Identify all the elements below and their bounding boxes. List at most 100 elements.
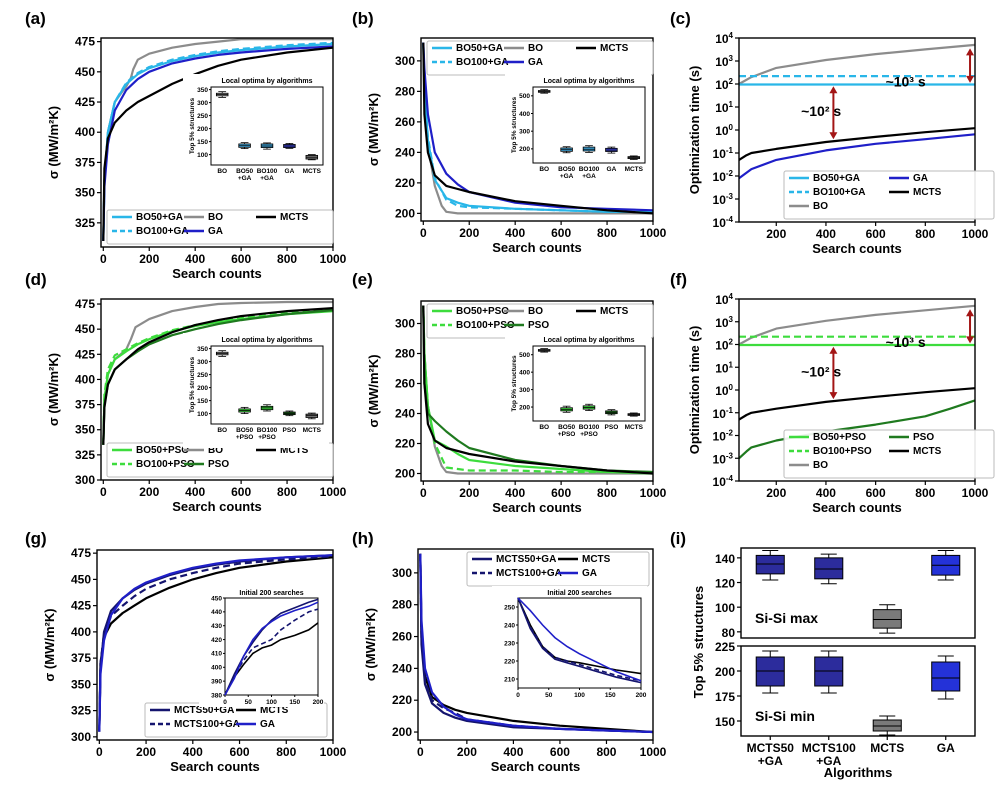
subpanel: 150 175 200 225 Si-Si min bbox=[715, 640, 976, 737]
x-category-label: +GA bbox=[758, 754, 783, 768]
annotation-arrow bbox=[966, 48, 975, 83]
legend-label: MCTS bbox=[600, 306, 629, 317]
series-line bbox=[102, 309, 334, 445]
legend: BO50+PSO BO MCTS BO100+PSO PSO bbox=[106, 442, 334, 478]
panel-label: (a) bbox=[25, 9, 46, 28]
inset-tick-label: 350 bbox=[197, 87, 208, 94]
inset-backdrop bbox=[183, 74, 329, 189]
panel-e: 0 200 400 600 800 1000 200 220 240 260 280 300 Searc… bbox=[366, 300, 667, 515]
legend-label: MCTS50+GA bbox=[174, 705, 234, 716]
y-tick-label: 300 bbox=[75, 473, 95, 487]
inset-tick-label: 200 bbox=[519, 146, 530, 153]
inset-box bbox=[582, 403, 596, 411]
x-tick-label: 800 bbox=[277, 485, 297, 499]
y-axis-label: σ (MW/m²K) bbox=[46, 353, 61, 426]
y-tick-label: 102 bbox=[715, 77, 733, 92]
inset-tick-label: 200 bbox=[197, 385, 208, 392]
x-category-label: +GA bbox=[816, 754, 841, 768]
y-tick-label: 280 bbox=[395, 84, 415, 98]
inset-tick-label: 450 bbox=[211, 595, 222, 602]
x-tick-label: 800 bbox=[277, 252, 297, 266]
annotation-label: ~10² s bbox=[801, 363, 841, 379]
legend: MCTS50+GA MCTS MCTS100+GA GA bbox=[144, 702, 328, 738]
y-tick-label: 220 bbox=[395, 437, 415, 451]
panel-label: (g) bbox=[25, 529, 47, 548]
legend-label: MCTS bbox=[280, 445, 309, 456]
series-line bbox=[419, 553, 654, 734]
legend-label: GA bbox=[528, 57, 543, 68]
x-category-label: MCTS100 bbox=[802, 741, 856, 755]
panel-label: (h) bbox=[352, 529, 374, 548]
arrow-head bbox=[966, 48, 975, 56]
y-tick-label: 260 bbox=[395, 115, 415, 129]
x-tick-label: 600 bbox=[231, 252, 251, 266]
panel-label: (e) bbox=[352, 270, 373, 289]
panel-label: (i) bbox=[670, 529, 686, 548]
y-tick-label: 10-1 bbox=[713, 146, 734, 161]
inset-tick-label: 150 bbox=[289, 699, 300, 706]
x-category-label: GA bbox=[937, 741, 955, 755]
legend-label: MCTS100+GA bbox=[174, 719, 240, 730]
inset-category-label: BO100 bbox=[257, 427, 278, 434]
panel-label: (c) bbox=[670, 9, 691, 28]
y-tick-label: 240 bbox=[395, 145, 415, 159]
x-category-label: MCTS50 bbox=[747, 741, 795, 755]
inset-tick-label: 250 bbox=[197, 113, 208, 120]
legend-label: MCTS bbox=[280, 212, 309, 223]
inset-category-label: MCTS bbox=[303, 168, 322, 175]
inset-category-label: +PSO bbox=[236, 434, 254, 441]
inset-tick-label: 210 bbox=[504, 676, 515, 683]
y-tick-label: 100 bbox=[715, 601, 735, 615]
legend: BO50+PSO PSO BO100+PSO MCTS BO bbox=[783, 429, 995, 479]
y-tick-label: 10-2 bbox=[713, 429, 734, 444]
inset-category-label: BO bbox=[539, 166, 549, 173]
inset-tick-label: 220 bbox=[504, 658, 515, 665]
panel-h: 0 200 400 600 800 1000200220240260280300Searc… bbox=[363, 548, 667, 774]
y-tick-label: 10-1 bbox=[713, 406, 734, 421]
legend-label: BO50+PSO bbox=[456, 306, 509, 317]
x-tick-label: 0 bbox=[100, 252, 107, 266]
inset: Initial 200 searches 0 50 100 150 200 380 390 40… bbox=[199, 586, 324, 707]
legend-label: BO50+GA bbox=[456, 43, 503, 54]
legend-label: BO100+GA bbox=[456, 57, 509, 68]
y-tick-label: 240 bbox=[395, 407, 415, 421]
legend-label: BO50+PSO bbox=[813, 432, 866, 443]
inset-backdrop bbox=[183, 333, 329, 448]
x-tick-label: 200 bbox=[459, 226, 479, 240]
axes-frame bbox=[100, 37, 334, 248]
x-tick-label: 800 bbox=[597, 486, 617, 500]
x-tick-label: 200 bbox=[139, 252, 159, 266]
inset-tick-label: 200 bbox=[197, 126, 208, 133]
legend-label: BO50+GA bbox=[136, 212, 183, 223]
inset-frame bbox=[532, 86, 646, 164]
inset-tick-label: 200 bbox=[519, 404, 530, 411]
inset-tick-label: 150 bbox=[197, 398, 208, 405]
annotation-arrow bbox=[966, 309, 975, 344]
y-tick-label: 325 bbox=[75, 448, 95, 462]
inset: Local optima by algorithms 200 300 400 500To… bbox=[505, 333, 651, 445]
inset-series-line bbox=[224, 601, 319, 696]
y-tick-label: 425 bbox=[75, 95, 95, 109]
y-tick-label: 101 bbox=[715, 360, 733, 375]
inset-tick-label: 390 bbox=[211, 678, 222, 685]
inset-category-label: BO bbox=[217, 427, 227, 434]
x-tick-label: 600 bbox=[550, 745, 570, 759]
y-tick-label: 475 bbox=[71, 546, 91, 560]
y-tick-label: 325 bbox=[71, 704, 91, 718]
annotation-label: ~10² s bbox=[801, 103, 841, 119]
axes-frame bbox=[420, 37, 654, 222]
y-tick-label: 450 bbox=[71, 572, 91, 586]
panel-d: 0 200 400 600 800 1000 300 325 350 375 400 425 450 47… bbox=[46, 297, 347, 514]
panel-a: 0 200 400 600 800 1000 325 350 375 400 425 450 475 Se… bbox=[46, 35, 347, 281]
y-tick-label: 450 bbox=[75, 322, 95, 336]
inset-tick-label: 100 bbox=[197, 152, 208, 159]
box-group bbox=[755, 650, 785, 694]
y-tick-label: 260 bbox=[395, 377, 415, 391]
inset: Local optima by algorithms 100 150 200 250 30… bbox=[183, 74, 329, 189]
x-tick-label: 1000 bbox=[640, 486, 667, 500]
axes-frame bbox=[738, 298, 976, 482]
legend-frame bbox=[783, 170, 995, 220]
series-line bbox=[738, 387, 976, 421]
x-axis-label: Search counts bbox=[492, 240, 582, 255]
legend: BO50+GA GA BO100+GA MCTS BO bbox=[783, 170, 995, 220]
